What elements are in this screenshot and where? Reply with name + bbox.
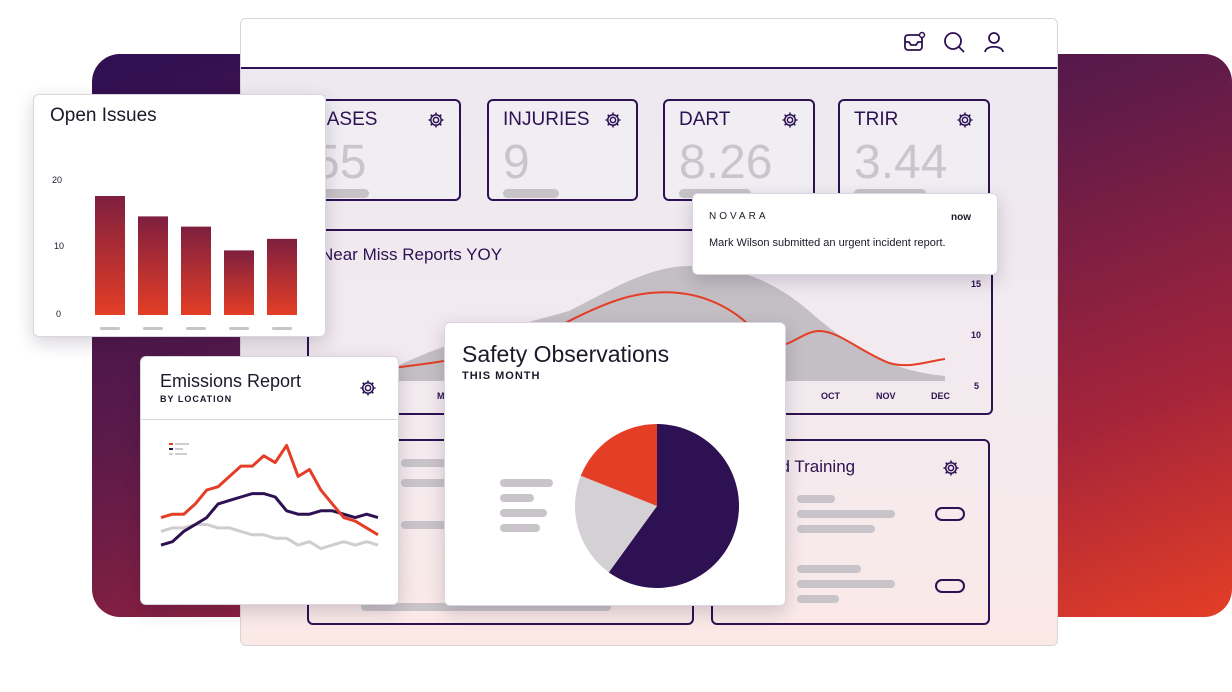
emissions-subtitle: BY LOCATION bbox=[160, 394, 233, 404]
y-tick-10: 10 bbox=[54, 241, 64, 251]
pie-slice-2 bbox=[574, 475, 657, 573]
kpi-value: 8.26 bbox=[679, 136, 773, 189]
search-icon[interactable] bbox=[942, 30, 966, 54]
series-line-3 bbox=[160, 523, 379, 551]
legend-swatch bbox=[175, 448, 183, 450]
bar-4 bbox=[224, 250, 254, 315]
gear-icon[interactable] bbox=[604, 111, 622, 129]
x-tick-dec: DEC bbox=[931, 391, 951, 401]
open-issues-chart: 20 10 0 bbox=[52, 175, 297, 330]
bar-5 bbox=[267, 238, 297, 315]
kpi-card-injuries[interactable]: INJURIES 9 bbox=[487, 99, 638, 201]
x-tick-placeholder bbox=[229, 327, 249, 330]
open-issues-card: Open Issues 20 10 0 bbox=[33, 94, 326, 337]
safety-title: Safety Observations bbox=[462, 341, 670, 367]
x-tick-placeholder bbox=[143, 327, 163, 330]
x-tick-oct: OCT bbox=[821, 391, 841, 401]
skeleton-line bbox=[797, 565, 861, 573]
legend-swatch bbox=[175, 453, 187, 455]
pie-slice-3 bbox=[580, 424, 657, 506]
open-issues-title: Open Issues bbox=[50, 105, 157, 126]
kpi-value: 3.44 bbox=[854, 136, 948, 189]
pie-slice-1 bbox=[608, 424, 739, 588]
y-tick-5: 5 bbox=[974, 381, 979, 391]
divider bbox=[141, 419, 398, 420]
x-tick-placeholder bbox=[272, 327, 292, 330]
y-tick-15: 15 bbox=[971, 279, 981, 289]
kpi-card-dart[interactable]: DART 8.26 bbox=[663, 99, 815, 201]
user-icon[interactable] bbox=[982, 30, 1006, 54]
safety-pie-chart bbox=[574, 424, 739, 588]
kpi-label: CASES bbox=[313, 109, 378, 130]
y-tick-0: 0 bbox=[56, 309, 61, 319]
kpi-value: 9 bbox=[503, 136, 530, 189]
legend-skeleton bbox=[500, 494, 534, 502]
legend-swatch bbox=[169, 448, 173, 450]
notification-card[interactable]: NOVARA now Mark Wilson submitted an urge… bbox=[692, 193, 998, 275]
top-bar bbox=[241, 19, 1057, 69]
bar-1 bbox=[95, 196, 125, 315]
bar-3 bbox=[181, 226, 211, 315]
near-miss-title: Near Miss Reports YOY bbox=[321, 245, 503, 264]
gear-icon[interactable] bbox=[781, 111, 799, 129]
legend-swatch bbox=[169, 453, 173, 455]
safety-subtitle: THIS MONTH bbox=[462, 370, 541, 382]
emissions-card: Emissions Report BY LOCATION bbox=[140, 356, 399, 605]
legend-swatch bbox=[169, 443, 173, 445]
x-tick-placeholder bbox=[186, 327, 206, 330]
skeleton-line bbox=[797, 595, 839, 603]
inbox-icon[interactable] bbox=[902, 30, 926, 54]
skeleton-line bbox=[797, 510, 895, 518]
legend-skeleton bbox=[500, 524, 540, 532]
emissions-chart bbox=[160, 443, 379, 551]
kpi-label: TRIR bbox=[854, 109, 899, 130]
kpi-label: DART bbox=[679, 109, 731, 130]
bar-2 bbox=[138, 216, 168, 315]
safety-observations-card: Safety Observations THIS MONTH bbox=[444, 322, 786, 606]
kpi-card-trir[interactable]: TRIR 3.44 bbox=[838, 99, 990, 201]
notification-brand: NOVARA bbox=[709, 211, 769, 222]
notification-message: Mark Wilson submitted an urgent incident… bbox=[709, 237, 946, 249]
training-toggle[interactable] bbox=[935, 507, 965, 521]
training-title: ed Training bbox=[771, 457, 856, 476]
skeleton-line bbox=[797, 580, 895, 588]
training-panel: ed Training bbox=[711, 439, 990, 625]
legend-skeleton bbox=[500, 509, 547, 517]
x-tick-placeholder bbox=[100, 327, 120, 330]
skeleton-line bbox=[361, 603, 611, 611]
skeleton-line bbox=[797, 495, 835, 503]
notification-time: now bbox=[951, 212, 971, 223]
emissions-title: Emissions Report bbox=[160, 371, 302, 391]
y-tick-20: 20 bbox=[52, 175, 62, 185]
kpi-placeholder-bar bbox=[503, 189, 559, 198]
gear-icon[interactable] bbox=[427, 111, 445, 129]
y-tick-10: 10 bbox=[971, 330, 981, 340]
kpi-placeholder-bar bbox=[313, 189, 369, 198]
training-toggle[interactable] bbox=[935, 579, 965, 593]
kpi-label: INJURIES bbox=[503, 109, 590, 130]
x-tick-nov: NOV bbox=[876, 391, 896, 401]
skeleton-line bbox=[797, 525, 875, 533]
legend-skeleton bbox=[500, 479, 553, 487]
gear-icon[interactable] bbox=[359, 379, 377, 397]
gear-icon[interactable] bbox=[942, 459, 960, 477]
legend-swatch bbox=[175, 443, 189, 445]
gear-icon[interactable] bbox=[956, 111, 974, 129]
series-line-1 bbox=[160, 443, 379, 537]
